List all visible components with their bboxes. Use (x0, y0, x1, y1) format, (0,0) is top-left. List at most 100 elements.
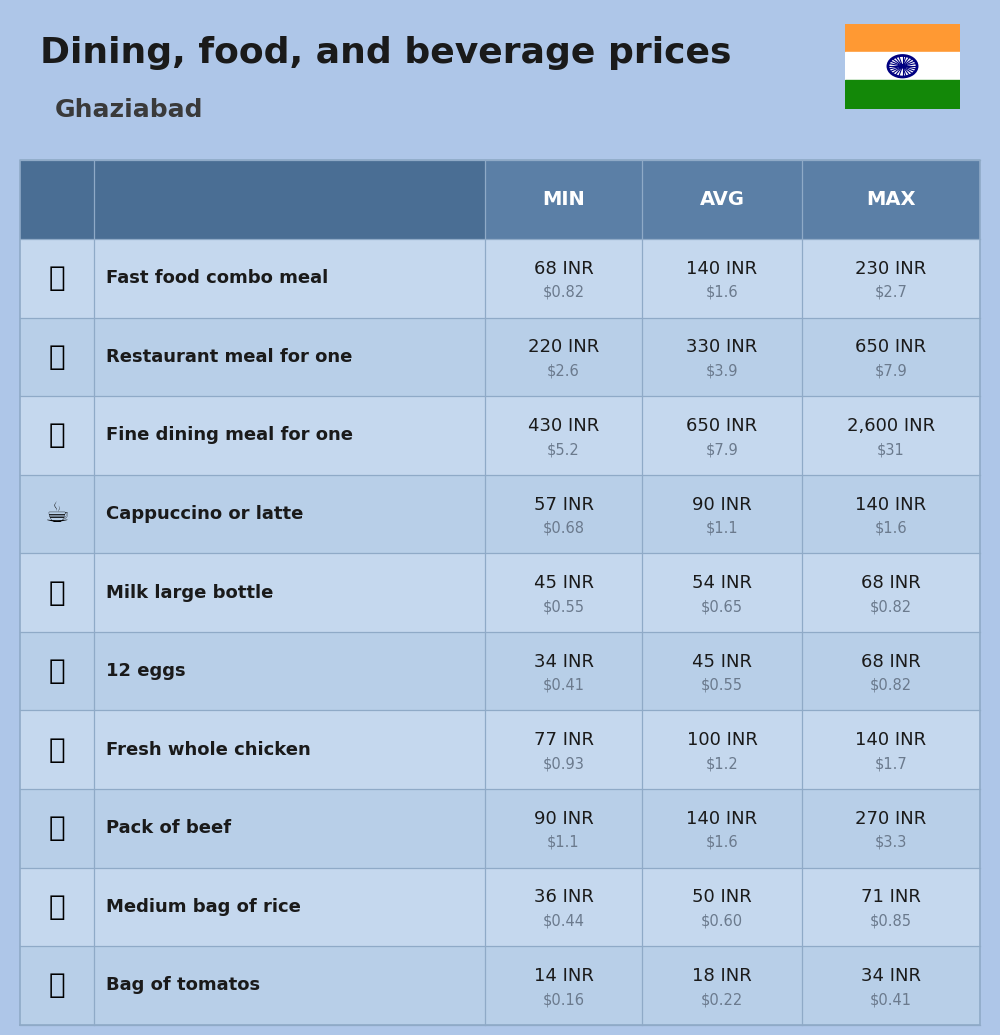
Text: 650 INR: 650 INR (686, 417, 758, 435)
Text: $0.93: $0.93 (543, 757, 584, 771)
Text: Medium bag of rice: Medium bag of rice (106, 897, 301, 916)
Text: 140 INR: 140 INR (855, 732, 927, 749)
Text: Pack of beef: Pack of beef (106, 820, 231, 837)
Text: 68 INR: 68 INR (861, 574, 921, 592)
Text: 🥚: 🥚 (49, 657, 65, 685)
Text: ☕: ☕ (45, 500, 69, 528)
Text: 🥛: 🥛 (49, 579, 65, 607)
Text: $0.22: $0.22 (701, 992, 743, 1007)
Text: 270 INR: 270 INR (855, 809, 927, 828)
Text: $31: $31 (877, 442, 905, 457)
Text: $2.7: $2.7 (875, 285, 907, 300)
Text: 90 INR: 90 INR (534, 809, 593, 828)
Text: 71 INR: 71 INR (861, 888, 921, 907)
Text: $3.9: $3.9 (706, 363, 738, 379)
Text: $0.41: $0.41 (870, 992, 912, 1007)
Text: 45 INR: 45 INR (534, 574, 594, 592)
Text: 330 INR: 330 INR (686, 338, 758, 356)
Text: $0.16: $0.16 (542, 992, 584, 1007)
Text: 🍚: 🍚 (49, 893, 65, 921)
Bar (20, 318, 980, 396)
Bar (845, 24, 960, 52)
Text: MIN: MIN (542, 190, 585, 209)
Text: 100 INR: 100 INR (687, 732, 757, 749)
Text: $1.6: $1.6 (875, 521, 907, 536)
Text: $0.65: $0.65 (701, 599, 743, 614)
Text: $7.9: $7.9 (875, 363, 907, 379)
Text: $2.6: $2.6 (547, 363, 580, 379)
Bar (20, 867, 980, 946)
Text: 🍳: 🍳 (49, 343, 65, 371)
Text: 🍔: 🍔 (49, 264, 65, 292)
Text: 140 INR: 140 INR (686, 809, 758, 828)
Text: $1.1: $1.1 (706, 521, 738, 536)
Text: 2,600 INR: 2,600 INR (847, 417, 935, 435)
Text: 57 INR: 57 INR (534, 496, 594, 513)
Bar (20, 475, 980, 554)
Text: 18 INR: 18 INR (692, 967, 752, 985)
Text: 14 INR: 14 INR (534, 967, 593, 985)
Text: Cappuccino or latte: Cappuccino or latte (106, 505, 303, 523)
Text: $0.44: $0.44 (542, 914, 584, 928)
Bar (20, 160, 485, 239)
Text: 🍽: 🍽 (49, 421, 65, 449)
Text: MAX: MAX (866, 190, 916, 209)
Bar (20, 710, 980, 789)
Text: AVG: AVG (700, 190, 744, 209)
Text: 34 INR: 34 INR (534, 653, 594, 671)
Text: $1.6: $1.6 (706, 285, 738, 300)
Text: $1.7: $1.7 (875, 757, 907, 771)
Text: 36 INR: 36 INR (534, 888, 593, 907)
Text: 45 INR: 45 INR (692, 653, 752, 671)
Text: $0.85: $0.85 (870, 914, 912, 928)
Text: Ghaziabad: Ghaziabad (55, 98, 204, 122)
Text: $7.9: $7.9 (706, 442, 738, 457)
Circle shape (900, 64, 905, 68)
Text: 12 eggs: 12 eggs (106, 662, 186, 680)
Text: 68 INR: 68 INR (534, 260, 593, 277)
Text: 68 INR: 68 INR (861, 653, 921, 671)
Text: Milk large bottle: Milk large bottle (106, 584, 273, 601)
Bar (20, 631, 980, 710)
Text: 34 INR: 34 INR (861, 967, 921, 985)
Text: 90 INR: 90 INR (692, 496, 752, 513)
Text: Dining, food, and beverage prices: Dining, food, and beverage prices (40, 36, 732, 70)
Text: Fresh whole chicken: Fresh whole chicken (106, 741, 311, 759)
Text: $0.55: $0.55 (542, 599, 584, 614)
Text: $1.1: $1.1 (547, 835, 580, 850)
Text: $0.82: $0.82 (542, 285, 585, 300)
Text: 50 INR: 50 INR (692, 888, 752, 907)
Text: $0.82: $0.82 (870, 678, 912, 692)
Text: Restaurant meal for one: Restaurant meal for one (106, 348, 352, 365)
Text: 🐔: 🐔 (49, 736, 65, 764)
Text: Fast food combo meal: Fast food combo meal (106, 269, 328, 288)
Text: $1.6: $1.6 (706, 835, 738, 850)
Text: 650 INR: 650 INR (855, 338, 927, 356)
Text: $0.41: $0.41 (542, 678, 584, 692)
Bar (20, 160, 980, 239)
Text: 140 INR: 140 INR (686, 260, 758, 277)
Text: $0.60: $0.60 (701, 914, 743, 928)
Bar (845, 52, 960, 81)
Text: Bag of tomatos: Bag of tomatos (106, 976, 260, 995)
Bar (20, 239, 980, 318)
Text: $1.2: $1.2 (706, 757, 738, 771)
Text: 220 INR: 220 INR (528, 338, 599, 356)
Text: 430 INR: 430 INR (528, 417, 599, 435)
Bar (20, 946, 980, 1025)
Text: 140 INR: 140 INR (855, 496, 927, 513)
Text: 🥩: 🥩 (49, 815, 65, 842)
Text: $5.2: $5.2 (547, 442, 580, 457)
Bar (20, 789, 980, 867)
Text: 77 INR: 77 INR (534, 732, 594, 749)
Bar (20, 554, 980, 631)
Text: 🍅: 🍅 (49, 972, 65, 1000)
Bar (20, 396, 980, 475)
Text: Fine dining meal for one: Fine dining meal for one (106, 426, 353, 444)
Text: $3.3: $3.3 (875, 835, 907, 850)
Text: 54 INR: 54 INR (692, 574, 752, 592)
Text: $0.55: $0.55 (701, 678, 743, 692)
Bar (845, 81, 960, 109)
Text: $0.82: $0.82 (870, 599, 912, 614)
Text: $0.68: $0.68 (542, 521, 584, 536)
